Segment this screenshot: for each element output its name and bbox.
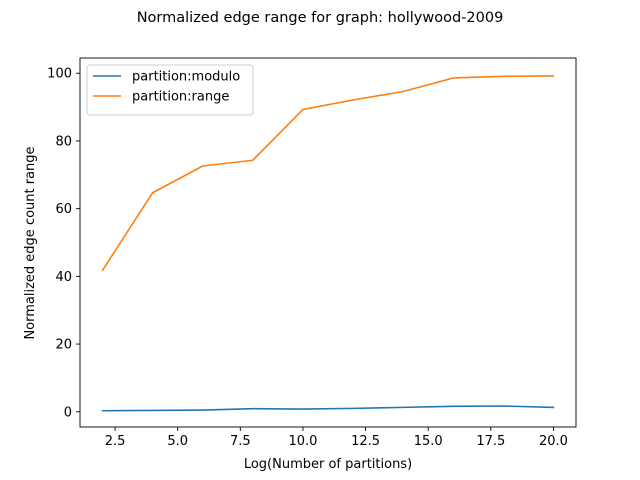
x-tick-label: 20.0	[539, 434, 568, 449]
legend-label: partition:modulo	[132, 70, 240, 85]
y-axis-label: Normalized edge count range	[23, 146, 38, 339]
legend: partition:modulo partition:range	[86, 64, 254, 116]
plot-frame	[79, 57, 577, 428]
y-tick-label: 0	[64, 405, 72, 420]
x-tick-label: 2.5	[105, 434, 126, 449]
x-axis-label: Log(Number of partitions)	[244, 457, 412, 472]
x-tick-label: 17.5	[476, 434, 505, 449]
y-tick-label: 100	[47, 67, 72, 82]
plot-area: 2.5 5.0 7.5 10.0 12.5 15.0 17.5 20.0 0 20 40 60 80 10…	[47, 57, 577, 449]
x-tick-label: 10.0	[288, 434, 317, 449]
legend-label: partition:range	[132, 90, 229, 105]
series-line-1	[101, 405, 555, 412]
y-tick-label: 80	[55, 134, 72, 149]
y-tick-label: 60	[55, 202, 72, 217]
x-tick-label: 5.0	[167, 434, 188, 449]
y-tick-label: 40	[55, 270, 72, 285]
legend-box	[86, 64, 254, 116]
chart-title: Normalized edge range for graph: hollywo…	[137, 10, 504, 26]
series-line-2	[101, 75, 555, 272]
x-tick-label: 12.5	[351, 434, 380, 449]
x-tick-label: 7.5	[230, 434, 251, 449]
x-tick-label: 15.0	[414, 434, 443, 449]
y-tick-label: 20	[55, 338, 72, 353]
